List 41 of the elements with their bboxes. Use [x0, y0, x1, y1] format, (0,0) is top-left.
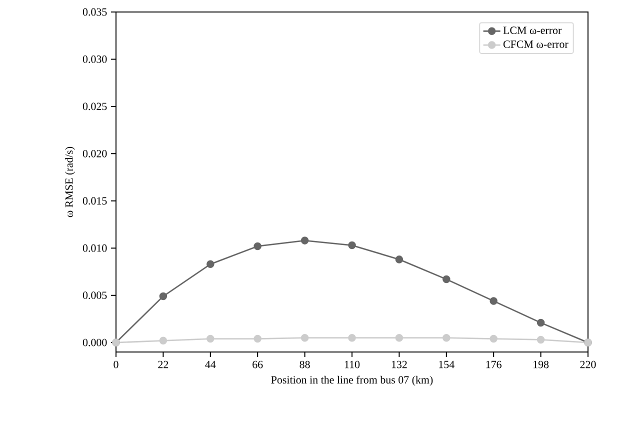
y-axis-title: ω RMSE (rad/s)	[65, 146, 75, 218]
y-tick-label: 0.030	[82, 56, 107, 63]
point	[395, 256, 404, 264]
point	[536, 336, 545, 344]
point	[490, 297, 498, 305]
y-tick-label: 0.000	[82, 338, 107, 346]
x-tick-label: 132	[392, 360, 407, 368]
point	[348, 334, 356, 342]
point	[442, 334, 450, 342]
x-tick-label: 44	[205, 360, 216, 368]
x-tick-label: 198	[534, 360, 549, 368]
point	[442, 275, 450, 284]
point	[348, 241, 356, 250]
x-tick-label: 176	[486, 360, 502, 368]
point	[159, 292, 168, 300]
y-tick-label: 0.035	[82, 8, 107, 16]
y-tick-label: 0.005	[82, 292, 107, 300]
point	[300, 236, 309, 244]
point	[254, 334, 262, 343]
x-tick-label: 0	[114, 360, 118, 368]
x-tick-label: 220	[580, 360, 596, 368]
x-tick-label: 110	[344, 360, 360, 368]
point	[254, 242, 262, 250]
x-tick-label: 66	[252, 360, 263, 368]
x-tick-label: 88	[300, 360, 310, 368]
legend-label: LCM ω-error	[503, 26, 562, 34]
point	[159, 336, 168, 345]
x-axis-title: Position in the line from bus 07 (km)	[271, 376, 433, 386]
point	[300, 334, 309, 342]
point	[490, 334, 498, 343]
point	[206, 334, 214, 343]
point	[536, 318, 545, 327]
y-tick-label: 0.020	[82, 150, 107, 158]
x-tick-label: 154	[439, 360, 454, 368]
point	[206, 260, 214, 268]
point	[395, 334, 404, 342]
y-tick-label: 0.010	[82, 244, 107, 252]
legend-label: CFCM ω-error	[503, 40, 568, 48]
y-tick-label: 0.025	[82, 102, 107, 110]
x-tick-label: 22	[158, 360, 168, 368]
y-tick-label: 0.015	[82, 197, 107, 205]
